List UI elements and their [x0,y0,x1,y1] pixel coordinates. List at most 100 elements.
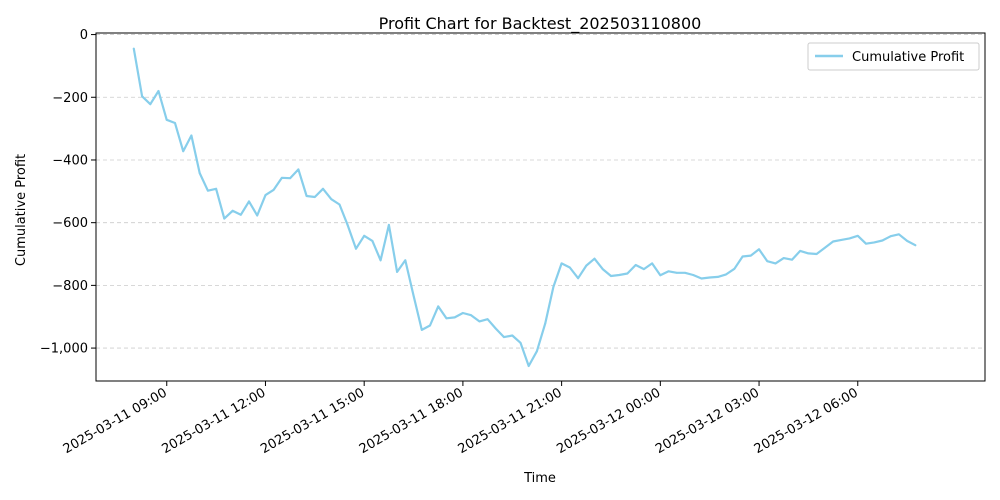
data-point [552,286,555,288]
data-point [264,194,267,197]
data-point [626,272,629,275]
data-point [231,209,234,212]
data-point [313,196,316,198]
data-point [420,329,423,331]
legend-box [807,42,980,71]
data-point [132,47,135,50]
data-point [708,276,711,279]
data-point [453,316,456,319]
x-tick-label: 2025-03-12 03:00 [653,385,762,457]
data-point [799,250,802,252]
x-axis-title: Time [523,471,556,486]
data-point [462,312,464,314]
data-point [807,252,810,255]
y-axis-title: Cumulative Profit [14,154,29,266]
data-point [856,234,859,237]
data-point [281,176,283,179]
data-point [889,235,892,238]
data-point [239,213,242,216]
x-tick-label: 2025-03-12 06:00 [752,385,861,457]
data-point [182,150,185,153]
series-line [132,47,917,368]
data-point [848,237,851,240]
data-point [157,90,160,92]
data-point [305,195,308,197]
data-point [536,350,538,353]
data-point [338,203,341,206]
data-point [215,187,218,190]
data-point [675,271,678,274]
data-point [758,248,760,251]
series-layer [132,47,917,368]
data-point [396,271,398,273]
x-tick-label: 2025-03-12 00:00 [554,385,663,457]
data-point [560,262,563,265]
data-point [404,259,407,262]
y-tick-label: −1,000 [40,342,88,357]
data-point [223,217,226,220]
data-point [873,241,876,244]
data-point [330,198,333,201]
data-point [774,262,777,265]
data-point [289,177,291,180]
data-point [634,264,637,266]
x-tick-label: 2025-03-11 18:00 [357,385,466,457]
y-tick-label: 0 [80,28,88,43]
data-point [610,275,612,277]
data-point [248,200,250,203]
data-point [470,314,472,317]
data-point [527,365,530,367]
data-point [700,277,703,280]
data-point [782,257,785,259]
data-point [898,233,900,236]
y-tick-label: −800 [52,279,88,294]
legend-label: Cumulative Profit [852,50,964,65]
y-tick-label: −400 [52,153,88,168]
legend: Cumulative Profit [807,42,980,71]
data-point [198,172,201,175]
data-point [717,276,719,278]
y-tick-label: −200 [52,91,88,106]
data-point [791,258,793,261]
x-tick-label: 2025-03-11 12:00 [160,385,269,457]
data-point [437,305,440,308]
data-point [618,274,621,276]
data-point [149,103,152,106]
data-point [388,224,390,226]
data-point [741,255,744,258]
data-point [766,260,769,263]
data-point [174,122,176,124]
data-point [429,324,431,327]
data-point [544,322,547,325]
data-point [643,268,645,270]
data-point [840,239,843,241]
data-point [519,341,522,344]
grid-lines [96,34,985,349]
data-point [601,268,604,270]
data-point [733,267,736,270]
data-point [577,277,579,280]
data-point [165,118,168,121]
data-point [692,274,695,276]
data-point [355,247,357,250]
data-point [445,317,448,320]
data-point [914,244,917,247]
data-point [478,320,481,323]
x-tick-label: 2025-03-11 21:00 [456,385,565,457]
data-point [494,327,497,330]
x-tick-label: 2025-03-11 09:00 [61,385,170,457]
data-point [371,240,374,242]
data-point [322,187,324,190]
data-point [511,334,514,337]
data-point [659,274,662,277]
data-point [906,240,908,242]
data-point [207,189,209,192]
data-point [824,246,826,249]
y-axis: 0 −200 −400 −600 −800 −1,000 [40,28,96,357]
data-point [346,224,349,227]
data-point [141,95,144,98]
data-point [667,270,670,273]
data-point [832,240,834,243]
